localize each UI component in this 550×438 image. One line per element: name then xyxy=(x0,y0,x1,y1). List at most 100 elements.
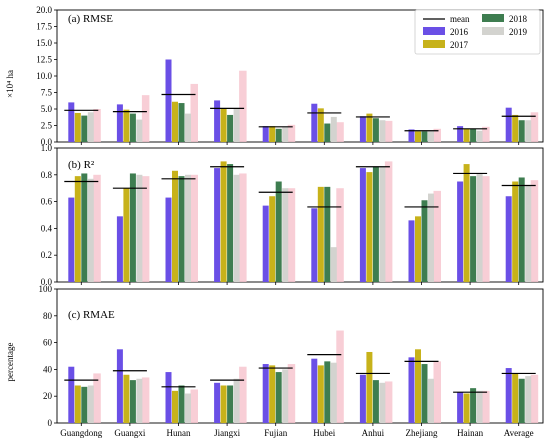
highlight-bar xyxy=(287,124,296,142)
bar-2017 xyxy=(415,131,421,142)
highlight-bar xyxy=(530,374,539,423)
category-group xyxy=(112,349,150,426)
y-tick-label: 0.8 xyxy=(41,170,53,180)
bar-2019 xyxy=(233,174,240,282)
y-tick-label: 2.5 xyxy=(41,121,53,131)
y-tick-label: 20.0 xyxy=(36,5,52,15)
category-group xyxy=(161,372,198,426)
bar-2018 xyxy=(81,386,88,423)
bar-2018 xyxy=(178,385,185,423)
bar-2016 xyxy=(68,197,75,282)
bar-2018 xyxy=(227,164,234,282)
bar-2018 xyxy=(81,173,88,282)
category-group xyxy=(210,161,247,285)
bar-2019 xyxy=(330,116,337,142)
y-tick-label: 1.0 xyxy=(41,143,53,153)
bar-2018 xyxy=(421,364,428,423)
highlight-bar xyxy=(239,366,247,423)
y-tick-label: 17.5 xyxy=(36,22,52,32)
y-tick-label: 100 xyxy=(39,284,53,294)
bar-2019 xyxy=(428,378,434,423)
bar-2017 xyxy=(366,172,373,282)
bar-2018 xyxy=(372,380,379,423)
category-group xyxy=(501,368,539,426)
category-group xyxy=(404,349,441,426)
bar-2016 xyxy=(214,168,221,282)
x-tick-label: Zhejiang xyxy=(406,428,438,438)
bar-2018 xyxy=(178,103,185,142)
highlight-bar xyxy=(530,180,539,282)
highlight-bar xyxy=(336,330,344,423)
y-tick-label: 40 xyxy=(43,364,53,374)
legend-mean-label: mean xyxy=(450,14,470,24)
bar-2017 xyxy=(269,126,276,142)
legend-2018-swatch xyxy=(482,14,504,22)
bar-2019 xyxy=(379,166,386,282)
bar-2016 xyxy=(165,59,172,142)
bar-2018 xyxy=(227,114,234,142)
bar-2017 xyxy=(172,101,178,142)
bar-2017 xyxy=(463,393,470,423)
bar-2016 xyxy=(505,196,512,282)
bar-2017 xyxy=(172,170,178,282)
bar-2019 xyxy=(476,173,483,282)
bar-2016 xyxy=(408,129,415,142)
bar-2018 xyxy=(324,186,331,282)
bar-2017 xyxy=(123,188,130,282)
category-group xyxy=(161,170,198,285)
bar-2019 xyxy=(233,109,240,142)
bar-2019 xyxy=(87,112,94,142)
highlight-bar xyxy=(384,120,393,142)
category-group xyxy=(501,107,539,145)
bar-2017 xyxy=(74,176,81,282)
panel-title: (b) R² xyxy=(68,159,95,171)
y-tick-label: 60 xyxy=(43,338,53,348)
highlight-bar xyxy=(336,188,344,282)
highlight-bar xyxy=(93,174,101,282)
bar-2016 xyxy=(457,392,464,423)
bar-2019 xyxy=(282,369,289,423)
bar-2016 xyxy=(165,197,172,282)
category-group xyxy=(64,102,101,145)
bar-2016 xyxy=(116,216,123,282)
y-tick-label: 15.0 xyxy=(36,38,52,48)
highlight-bar xyxy=(141,95,150,142)
x-tick-label: Hunan xyxy=(167,428,191,438)
y-tick-label: 12.5 xyxy=(36,55,52,65)
y-tick-label: 7.5 xyxy=(41,88,53,98)
bar-2018 xyxy=(518,120,525,142)
legend-2017-label: 2017 xyxy=(450,40,469,50)
bar-2018 xyxy=(324,361,331,423)
y-tick-label: 5.0 xyxy=(41,104,53,114)
x-tick-label: Jiangxi xyxy=(214,428,240,438)
bar-2017 xyxy=(220,161,227,282)
bar-2016 xyxy=(214,100,221,142)
panel-title: (a) RMSE xyxy=(68,13,113,25)
highlight-bar xyxy=(482,390,490,423)
bar-2017 xyxy=(415,349,421,423)
highlight-bar xyxy=(93,109,101,142)
highlight-bar xyxy=(433,361,441,423)
bar-2019 xyxy=(185,393,191,423)
y-tick-label: 20 xyxy=(43,391,53,401)
bar-2019 xyxy=(330,247,337,282)
bar-2018 xyxy=(275,372,282,423)
y-tick-label: 0 xyxy=(48,418,53,428)
bar-2017 xyxy=(317,186,324,282)
bar-2019 xyxy=(136,174,143,282)
bar-2016 xyxy=(457,181,464,282)
category-group xyxy=(404,128,441,145)
bar-2017 xyxy=(415,216,421,282)
highlight-bar xyxy=(190,83,198,142)
legend-2019-label: 2019 xyxy=(509,27,528,37)
bar-2019 xyxy=(476,130,483,142)
bar-2017 xyxy=(317,365,324,423)
bar-2018 xyxy=(81,115,88,142)
bar-2016 xyxy=(457,126,464,142)
bar-2019 xyxy=(185,174,191,282)
bar-2018 xyxy=(372,118,379,142)
legend: mean 2016 2017 2018 2019 xyxy=(414,9,541,55)
bar-2016 xyxy=(262,205,269,282)
highlight-bar xyxy=(433,128,441,142)
